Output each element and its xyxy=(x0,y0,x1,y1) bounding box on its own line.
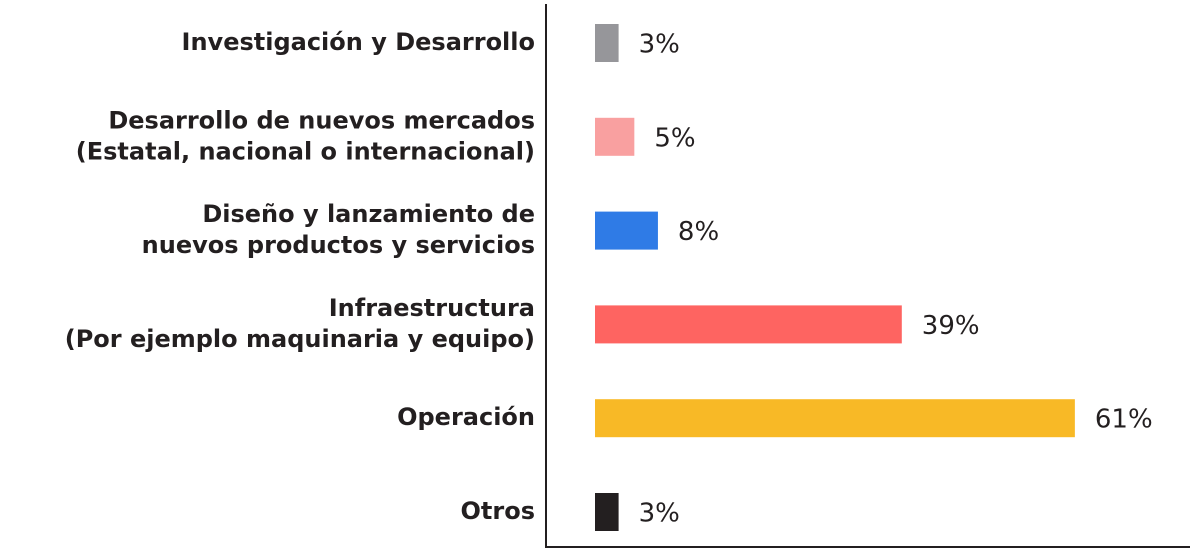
bar xyxy=(595,493,619,531)
category-label: (Por ejemplo maquinaria y equipo) xyxy=(65,325,535,353)
value-label: 8% xyxy=(678,217,719,247)
bar xyxy=(595,211,658,250)
category-label: Operación xyxy=(397,403,535,431)
bar xyxy=(595,305,902,344)
category-label: (Estatal, nacional o internacional) xyxy=(76,137,535,165)
value-label: 39% xyxy=(922,311,980,341)
category-label: Investigación y Desarrollo xyxy=(182,28,535,56)
value-label: 61% xyxy=(1095,405,1153,435)
value-label: 3% xyxy=(639,499,680,529)
bar xyxy=(595,24,619,62)
category-label: Otros xyxy=(461,497,535,525)
category-label: nuevos productos y servicios xyxy=(142,231,535,259)
value-label: 3% xyxy=(639,30,680,60)
bar xyxy=(595,399,1075,438)
bar xyxy=(595,117,635,156)
category-label: Desarrollo de nuevos mercados xyxy=(108,106,535,134)
value-label: 5% xyxy=(654,123,695,153)
category-label: Infraestructura xyxy=(329,294,535,322)
category-label: Diseño y lanzamiento de xyxy=(202,200,535,228)
